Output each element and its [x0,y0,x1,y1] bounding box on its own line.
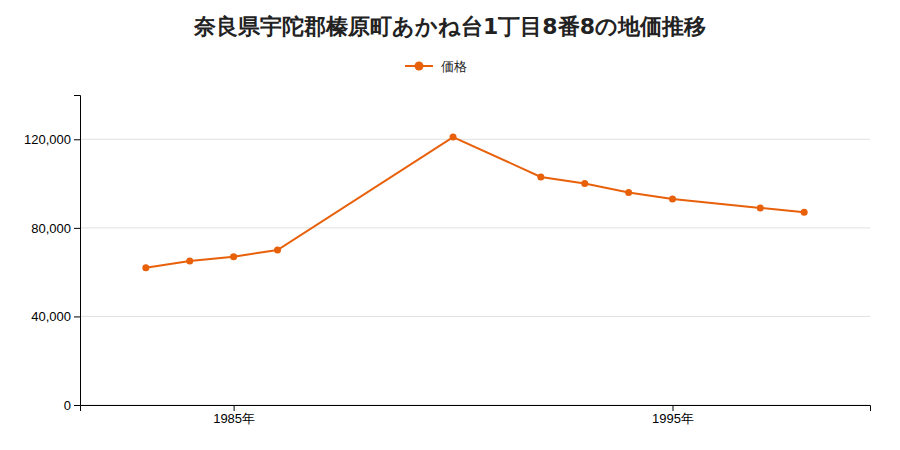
data-point [581,180,588,187]
legend-marker [415,62,424,71]
x-tick-mark [234,405,235,411]
legend: 価格 [405,59,467,74]
data-point [669,196,676,203]
x-tick: 1995年 [652,405,694,426]
data-point [537,173,544,180]
x-tick-label: 1985年 [213,411,255,426]
y-tick-mark [74,139,80,140]
data-point [450,134,457,141]
y-tick: 80,000 [31,221,80,236]
y-tick: 120,000 [24,132,80,147]
grid [80,139,870,405]
y-tick-label: 40,000 [31,309,71,324]
y-tick-label: 120,000 [24,132,71,147]
data-point [625,189,632,196]
y-tick-mark [74,316,80,317]
plot-area: 1985年 1995年 0 40,000 80,000 120,000 [24,96,871,427]
grid-line [80,139,870,140]
data-point [801,209,808,216]
x-axis-line [81,406,871,412]
x-tick-mark [673,405,674,411]
chart-container: 奈良県宇陀郡榛原町あかね台1丁目8番8の地価推移 1985年 1995年 0 40,00… [0,0,900,450]
marks [142,134,807,272]
x-tick-label: 1995年 [652,411,694,426]
y-tick: 0 [64,398,80,413]
x-tick: 1985年 [213,405,255,426]
data-point [142,264,149,271]
y-tick-mark [74,405,80,406]
y-tick-label: 80,000 [31,221,71,236]
data-point [274,247,281,254]
chart-svg: 奈良県宇陀郡榛原町あかね台1丁目8番8の地価推移 1985年 1995年 0 40,00… [0,0,900,450]
data-point [230,253,237,260]
y-tick-label: 0 [64,398,71,413]
series-line [146,137,804,268]
y-tick: 40,000 [31,309,80,324]
grid-line [80,227,870,228]
y-axis: 0 40,000 80,000 120,000 [24,96,81,413]
x-axis: 1985年 1995年 [81,405,871,426]
y-axis-line [74,96,81,406]
legend-item: 価格 [405,59,467,74]
data-point [757,204,764,211]
legend-label: 価格 [441,59,467,74]
y-tick-mark [74,228,80,229]
grid-line [80,316,870,317]
data-point [186,258,193,265]
chart-title: 奈良県宇陀郡榛原町あかね台1丁目8番8の地価推移 [193,14,706,39]
